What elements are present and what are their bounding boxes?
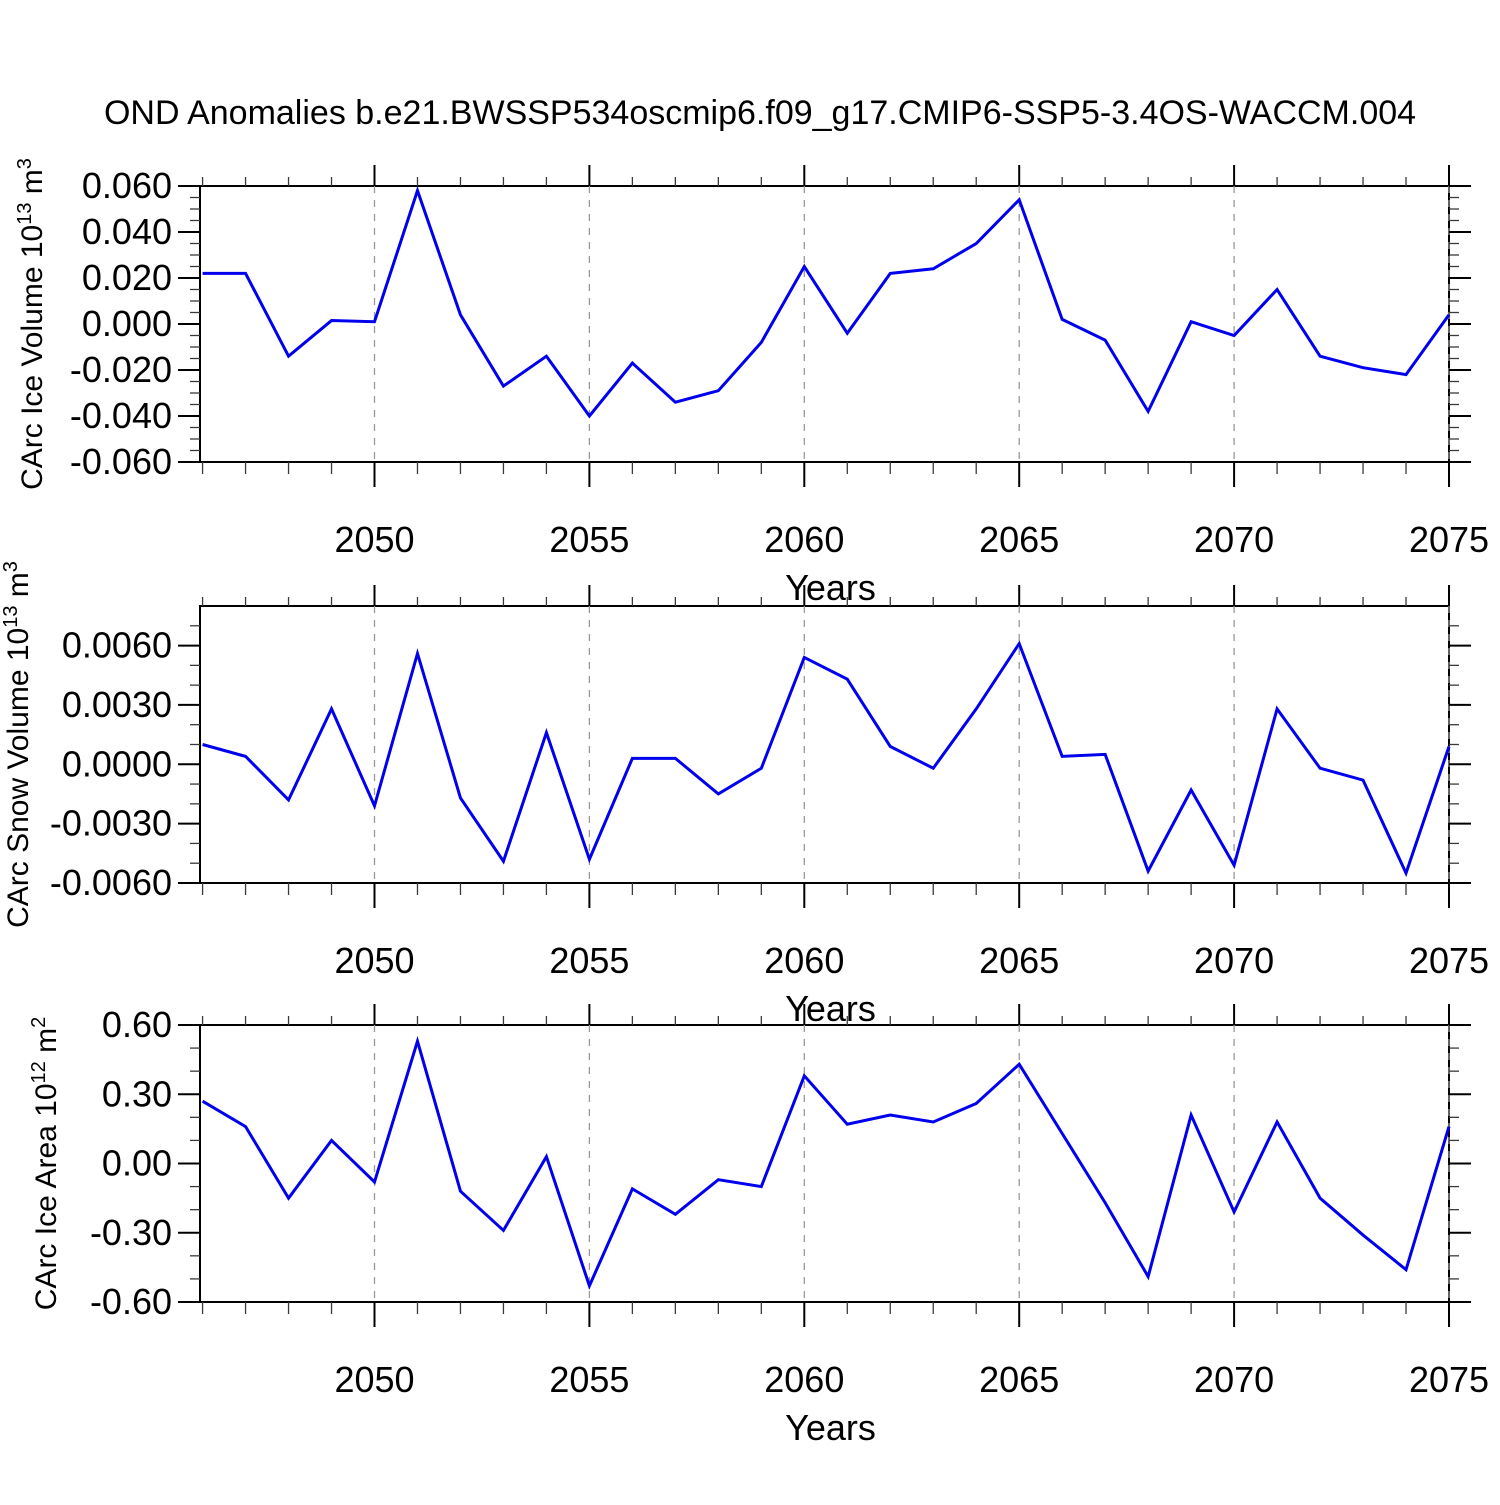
y-tick-label: 0.30 bbox=[102, 1073, 172, 1114]
x-tick-label: 2050 bbox=[334, 519, 414, 560]
y-tick-label: -0.60 bbox=[90, 1281, 172, 1322]
x-tick-label: 2055 bbox=[549, 940, 629, 981]
y-axis-title-text: CArc Snow Volume 10 bbox=[2, 628, 35, 928]
y-tick-label: 0.040 bbox=[82, 211, 172, 252]
y-axis-title-superscript: 3 bbox=[14, 158, 36, 169]
x-tick-label: 2060 bbox=[764, 519, 844, 560]
x-axis-title: Years bbox=[785, 988, 876, 1029]
x-axis-title: Years bbox=[785, 567, 876, 608]
y-axis-title-superscript: 3 bbox=[0, 561, 22, 572]
y-axis-title-superscript: 13 bbox=[14, 203, 36, 225]
x-tick-label: 2075 bbox=[1409, 519, 1489, 560]
panels-group: 0.0600.0400.0200.000-0.020-0.040-0.06020… bbox=[0, 158, 1489, 1448]
x-tick-label: 2055 bbox=[549, 519, 629, 560]
x-tick-label: 2050 bbox=[334, 940, 414, 981]
y-axis-title-text: m bbox=[2, 572, 35, 605]
panel-snow-volume: 0.0060 0.0030 0.0000 -0.0030 -0.0060 2050 2055… bbox=[0, 561, 1489, 1029]
data-line bbox=[201, 1035, 1451, 1290]
x-tick-label: 2075 bbox=[1409, 940, 1489, 981]
data-line bbox=[202, 640, 1451, 878]
y-tick-label: 0.000 bbox=[82, 303, 172, 344]
y-tick-label: -0.30 bbox=[90, 1212, 172, 1253]
x-tick-label: 2065 bbox=[979, 1359, 1059, 1400]
y-tick-label: 0.060 bbox=[82, 165, 172, 206]
y-tick-label: 0.60 bbox=[102, 1004, 172, 1045]
y-tick-label: -0.0030 bbox=[50, 803, 172, 844]
y-axis-title-superscript: 2 bbox=[28, 1017, 50, 1028]
y-tick-label: 0.0060 bbox=[62, 625, 172, 666]
y-tick-label: 0.0000 bbox=[62, 743, 172, 784]
data-line bbox=[202, 185, 1451, 419]
x-tick-label: 2050 bbox=[334, 1359, 414, 1400]
figure-title: OND Anomalies b.e21.BWSSP534oscmip6.f09_… bbox=[104, 94, 1416, 132]
x-tick-label: 2060 bbox=[764, 940, 844, 981]
x-tick-label: 2070 bbox=[1194, 1359, 1274, 1400]
plot-box bbox=[199, 185, 1450, 463]
y-axis-title: CArc Ice Area 1012 m2 bbox=[28, 1017, 63, 1310]
x-tick-label: 2055 bbox=[549, 1359, 629, 1400]
y-axis-title-text: m bbox=[16, 169, 49, 202]
x-tick-label: 2075 bbox=[1409, 1359, 1489, 1400]
y-tick-label: -0.040 bbox=[70, 395, 172, 436]
y-axis-title: CArc Snow Volume 1013 m3 bbox=[0, 561, 35, 928]
y-axis-title-text: CArc Ice Area 10 bbox=[30, 1083, 63, 1310]
y-axis-title-superscript: 13 bbox=[0, 606, 22, 628]
plot-box bbox=[199, 1024, 1450, 1303]
y-tick-label: -0.020 bbox=[70, 349, 172, 390]
x-tick-label: 2070 bbox=[1194, 519, 1274, 560]
y-tick-label: 0.020 bbox=[82, 257, 172, 298]
y-tick-label: -0.060 bbox=[70, 441, 172, 482]
y-axis-title-text: m bbox=[30, 1028, 63, 1061]
y-tick-label: -0.0060 bbox=[50, 862, 172, 903]
panel-ice-area: 0.60 0.30 0.00 -0.30 -0.60 2050 2055 2060 2065 20… bbox=[28, 1004, 1489, 1448]
y-tick-label: 0.00 bbox=[102, 1143, 172, 1184]
y-axis-title: CArc Ice Volume 1013 m3 bbox=[14, 158, 49, 490]
x-tick-label: 2065 bbox=[979, 519, 1059, 560]
x-axis-title: Years bbox=[785, 1407, 876, 1448]
x-tick-label: 2065 bbox=[979, 940, 1059, 981]
y-tick-label: 0.0030 bbox=[62, 684, 172, 725]
plot-box bbox=[199, 605, 1450, 884]
y-axis-title-superscript: 12 bbox=[28, 1061, 50, 1083]
x-tick-label: 2060 bbox=[764, 1359, 844, 1400]
panel-ice-volume: 0.060 0.040 0.020 0.000 -0.020 -0.040 -0.060 20… bbox=[14, 158, 1489, 608]
y-axis-title-text: CArc Ice Volume 10 bbox=[16, 225, 49, 490]
x-tick-label: 2070 bbox=[1194, 940, 1274, 981]
